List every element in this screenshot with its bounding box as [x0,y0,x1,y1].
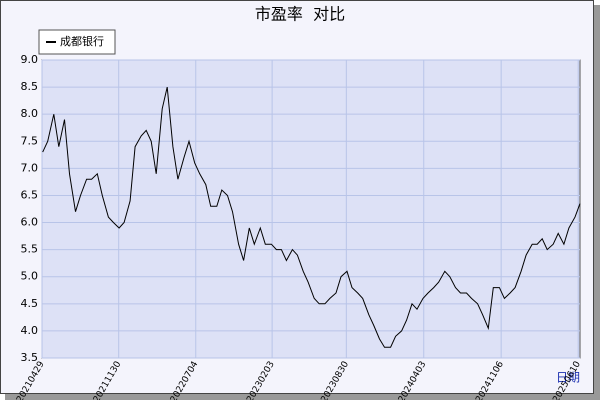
x-axis-label: 日期 [556,371,580,385]
frame-shadow [594,5,600,400]
y-tick-label: 9.0 [21,53,39,66]
series-line [42,86,581,348]
y-tick-label: 5.5 [21,243,39,256]
y-tick-label: 7.0 [21,161,39,174]
legend-label: 成都银行 [60,34,104,48]
y-tick-label: 5.0 [21,270,39,283]
y-tick-label: 8.5 [21,80,39,93]
y-tick-label: 3.5 [21,351,39,364]
y-tick-label: 6.5 [21,188,39,201]
y-tick-label: 4.0 [21,324,39,337]
plot-area [41,59,581,359]
y-tick-label: 4.5 [21,297,39,310]
chart-title: 市盈率 对比 [255,5,345,24]
y-tick-label: 7.5 [21,134,39,147]
y-tick-label: 8.0 [21,107,39,120]
frame-shadow [5,394,600,400]
y-tick-label: 6.0 [21,216,39,229]
